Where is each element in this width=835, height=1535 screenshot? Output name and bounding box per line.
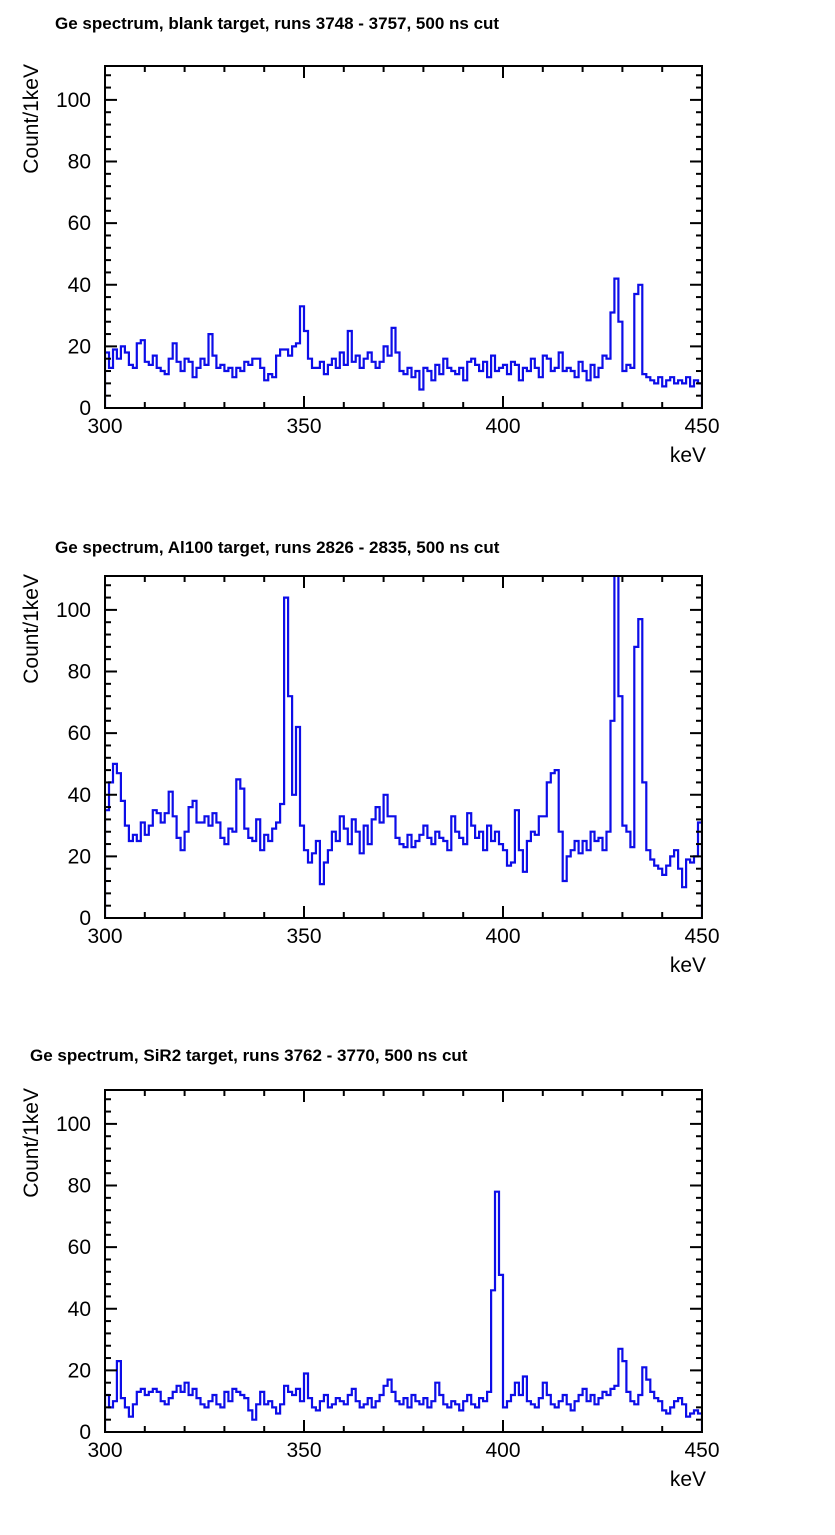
x-axis-title: keV (670, 954, 706, 977)
x-tick-label: 400 (485, 925, 520, 948)
x-tick-label: 400 (485, 1439, 520, 1462)
chart-title: Ge spectrum, Al100 target, runs 2826 - 2… (55, 538, 500, 557)
x-tick-label: 450 (684, 925, 719, 948)
x-tick-label: 350 (286, 925, 321, 948)
y-tick-label: 0 (79, 907, 91, 930)
spectrum-panel-blank: Ge spectrum, blank target, runs 3748 - 3… (0, 0, 835, 475)
spectrum-plot-sir2: 300 350 400 450 0 20 40 60 80 100 keV Count/1keV (20, 1088, 720, 1491)
y-tick-label: 40 (68, 1298, 91, 1321)
y-tick-label: 80 (68, 1175, 91, 1198)
y-tick-label: 60 (68, 212, 91, 235)
plot-frame (104, 575, 703, 919)
y-axis-title: Count/1keV (20, 64, 43, 174)
x-tick-label: 350 (286, 415, 321, 438)
y-axis-title: Count/1keV (20, 574, 43, 684)
y-tick-label: 60 (68, 1236, 91, 1259)
y-tick-label: 80 (68, 151, 91, 174)
x-tick-label: 450 (684, 1439, 719, 1462)
histogram-line (105, 576, 702, 918)
y-tick-label: 20 (68, 1359, 91, 1382)
plot-frame (104, 65, 703, 409)
y-tick-label: 100 (56, 1113, 91, 1136)
x-tick-label: 300 (87, 415, 122, 438)
y-tick-label: 0 (79, 397, 91, 420)
plot-frame (104, 1089, 703, 1433)
x-tick-label: 450 (684, 415, 719, 438)
y-tick-label: 20 (68, 335, 91, 358)
chart-title: Ge spectrum, blank target, runs 3748 - 3… (55, 14, 500, 33)
histogram-line (105, 277, 702, 408)
x-axis-title: keV (670, 1468, 706, 1491)
chart-title: Ge spectrum, SiR2 target, runs 3762 - 37… (30, 1046, 468, 1065)
spectrum-panel-sir2: Ge spectrum, SiR2 target, runs 3762 - 37… (0, 1024, 835, 1499)
y-tick-label: 20 (68, 845, 91, 868)
y-tick-label: 80 (68, 661, 91, 684)
x-axis-title: keV (670, 444, 706, 467)
x-tick-label: 350 (286, 1439, 321, 1462)
x-tick-label: 400 (485, 415, 520, 438)
y-tick-label: 40 (68, 784, 91, 807)
histogram-line (105, 1190, 702, 1432)
x-tick-label: 300 (87, 1439, 122, 1462)
spectrum-plot-al100: 300 350 400 450 0 20 40 60 80 100 keV Count/1keV (20, 574, 720, 977)
y-tick-label: 60 (68, 722, 91, 745)
y-axis-title: Count/1keV (20, 1088, 43, 1198)
y-tick-label: 100 (56, 599, 91, 622)
spectrum-panel-al100: Ge spectrum, Al100 target, runs 2826 - 2… (0, 510, 835, 985)
x-tick-label: 300 (87, 925, 122, 948)
y-tick-label: 0 (79, 1421, 91, 1444)
y-tick-label: 40 (68, 274, 91, 297)
spectrum-plot-blank: 300 350 400 450 0 20 40 60 80 100 keV Count/1keV (20, 64, 720, 467)
y-tick-label: 100 (56, 89, 91, 112)
